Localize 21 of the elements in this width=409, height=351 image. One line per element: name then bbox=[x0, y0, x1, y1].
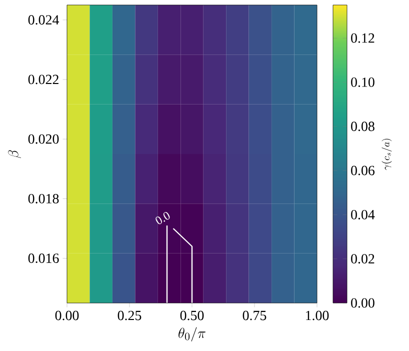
y-tick-label: 0.018 bbox=[28, 194, 59, 204]
annotation: 0.0 bbox=[156, 212, 170, 224]
y-tick-label: 0.016 bbox=[28, 254, 59, 264]
y-tick-label: 0.020 bbox=[28, 134, 59, 144]
color-bar-label: 0.02 bbox=[351, 254, 374, 264]
color-bar-title: $\gamma(c_s/a)$ bbox=[382, 138, 392, 170]
x-axis-title: $\theta_0/\pi$ bbox=[178, 327, 206, 342]
color-bar-label: 0.00 bbox=[351, 298, 374, 308]
x-tick-label: 0.50 bbox=[180, 310, 204, 320]
color-bar-label: 0.04 bbox=[351, 210, 375, 220]
x-tick-label: 0.25 bbox=[118, 310, 142, 320]
color-bar-label: 0.08 bbox=[351, 122, 374, 132]
x-tick-label: 0.75 bbox=[242, 310, 266, 320]
x-tick-label: 0.00 bbox=[55, 310, 79, 320]
y-axis-title: $\beta$ bbox=[8, 150, 21, 158]
color-bar-label: 0.12 bbox=[351, 33, 374, 43]
color-bar-label: 0.10 bbox=[351, 78, 374, 87]
x-tick-label: 1.00 bbox=[306, 310, 329, 320]
y-tick-label: 0.022 bbox=[28, 74, 58, 84]
y-tick-label: 0.024 bbox=[28, 15, 60, 25]
color-bar-label: 0.06 bbox=[351, 166, 375, 176]
